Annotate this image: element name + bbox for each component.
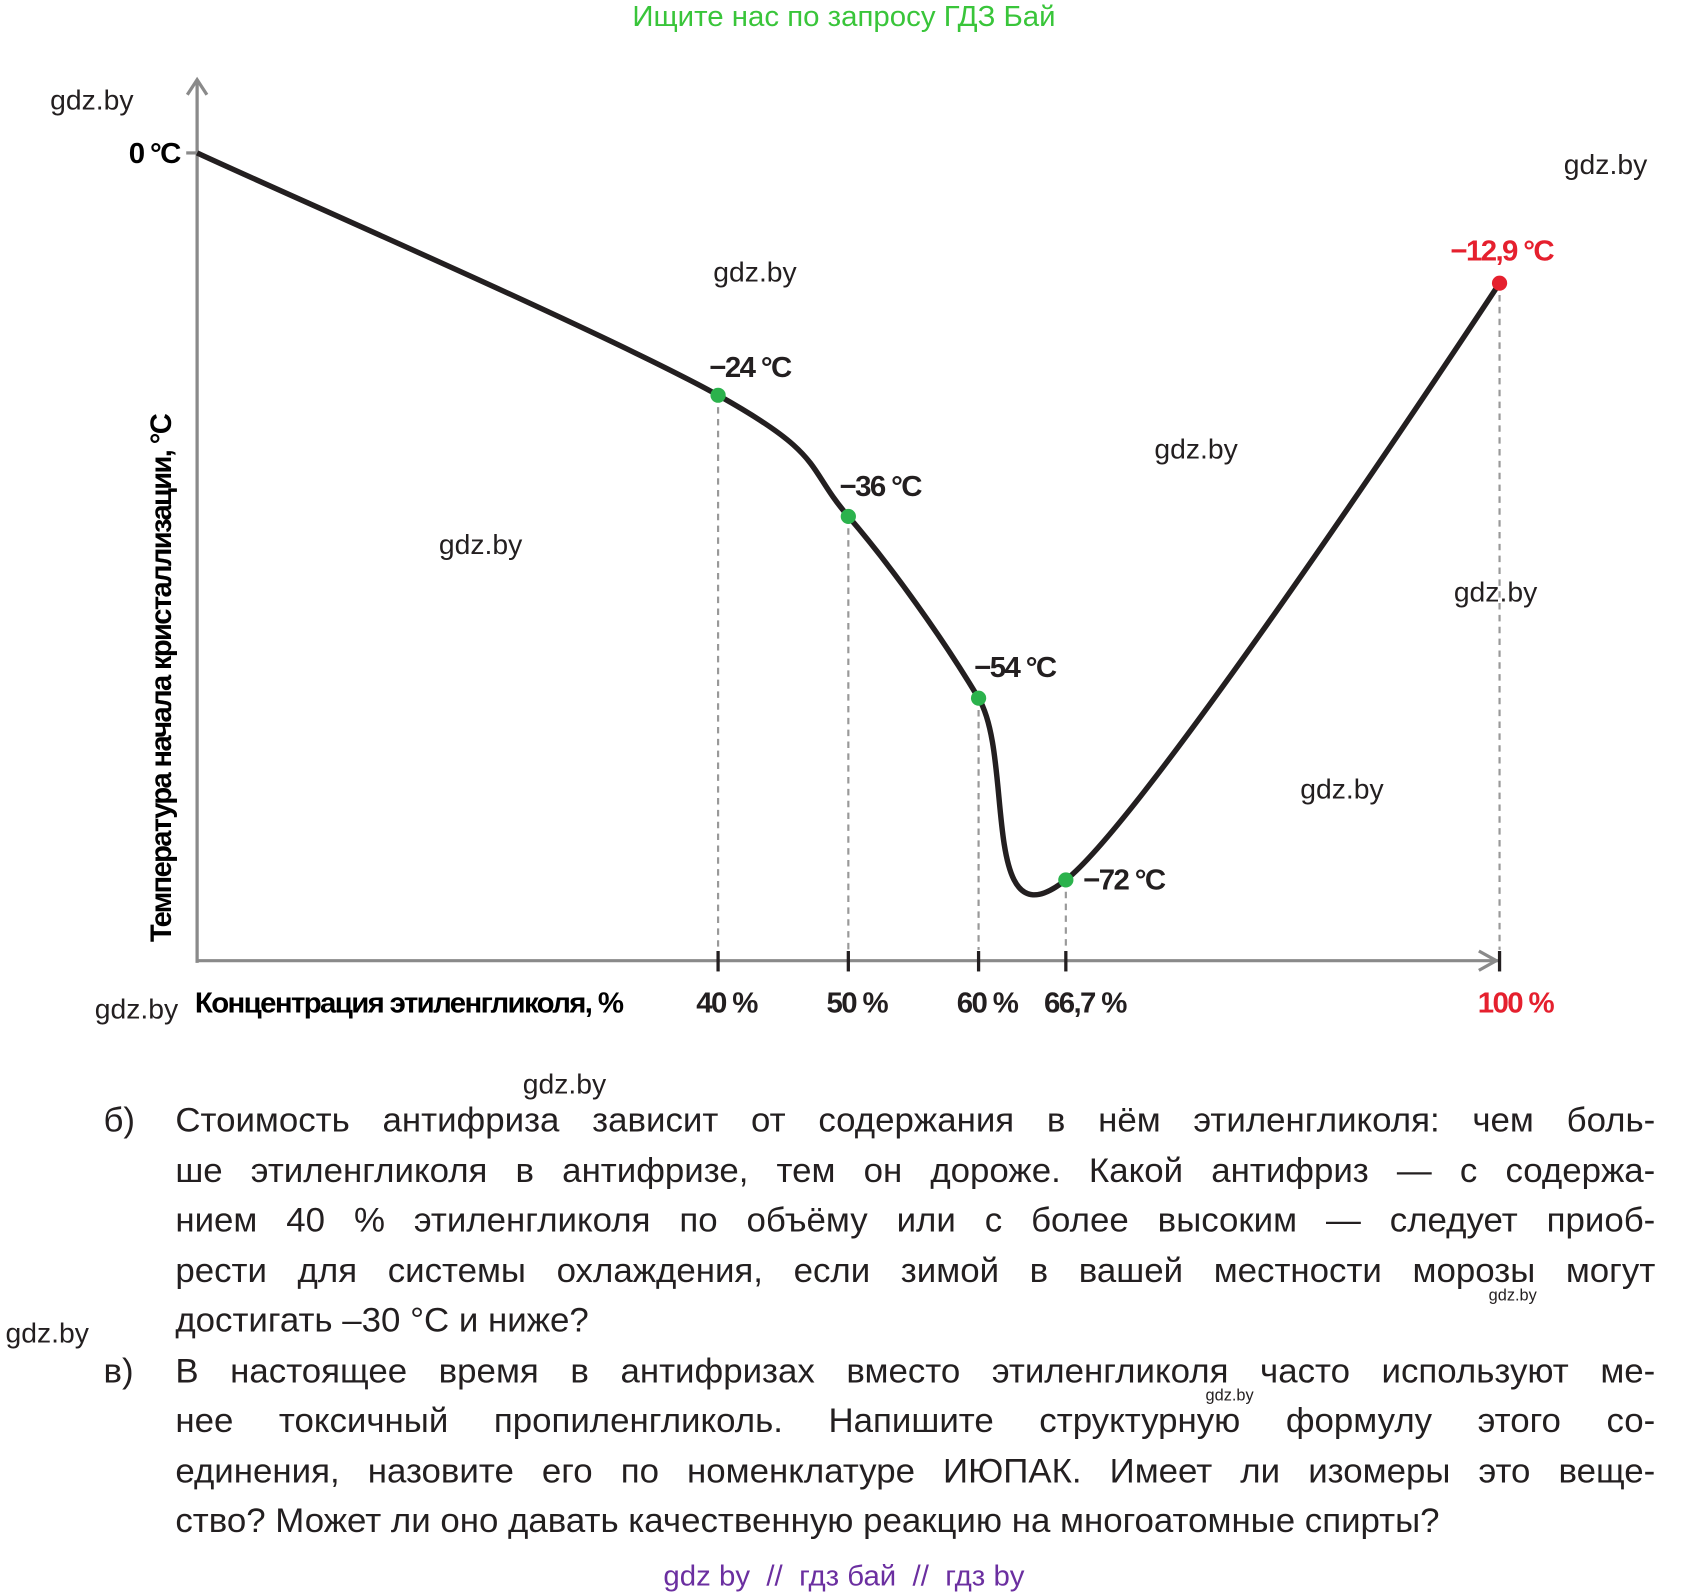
watermark: gdz.by (1453, 575, 1538, 608)
y-tick-label: 0 °C (129, 138, 181, 170)
watermark: gdz.by (438, 528, 523, 561)
question-line: нее токсичный пропиленгликоль. Напишите … (175, 1400, 1656, 1440)
y-axis-label: Температура начала кристаллизации, °С (146, 413, 178, 942)
point (1058, 872, 1074, 888)
curve (195, 150, 1502, 898)
question-line: нием 40 % этиленгликоля по объёму или с … (175, 1200, 1656, 1240)
watermark: gdz.by (522, 1067, 607, 1101)
question-label: в) (103, 1351, 134, 1390)
watermark: gdz.by (1488, 1286, 1537, 1305)
question-line: ство? Может ли оно давать качественную р… (175, 1500, 1440, 1540)
value-label: −24 °C (709, 352, 792, 384)
question-line: ше этиленгликоля в антифризе, тем он дор… (175, 1150, 1656, 1190)
question-label: б) (103, 1100, 136, 1139)
watermark: gdz.by (1154, 432, 1238, 465)
x-tick-label: 40 % (696, 988, 758, 1020)
footer: gdz by // гдз бай // гдз by (663, 1559, 1025, 1592)
value-label: −12,9 °C (1450, 236, 1554, 268)
question-line: достигать –30 °С и ниже? (175, 1300, 589, 1340)
question-line: В настоящее время в антифризах вместо эт… (175, 1351, 1656, 1390)
value-label: −36 °C (840, 471, 923, 503)
x-tick-label: 60 % (957, 988, 1019, 1020)
watermark: gdz.by (50, 83, 134, 116)
watermark: gdz.by (94, 992, 179, 1025)
point (1491, 275, 1508, 291)
point (970, 690, 987, 706)
point (840, 508, 856, 524)
x-tick-label: 50 % (827, 988, 889, 1020)
watermark: gdz.by (713, 255, 797, 289)
question-line: Стоимость антифриза зависит от содержани… (175, 1100, 1656, 1139)
y-axis-arrow (185, 76, 209, 96)
x-axis-label: Концентрация этиленгликоля, % (195, 988, 624, 1020)
x-axis-arrow (1478, 949, 1500, 972)
point (710, 387, 726, 403)
watermark: gdz.by (1300, 772, 1384, 806)
header: Ищите нас по запросу ГДЗ Бай (632, 0, 1056, 33)
question-line: единения, назовите его по номенклатуре И… (175, 1451, 1656, 1491)
watermark: gdz.by (5, 1316, 89, 1349)
watermark: gdz.by (1205, 1386, 1254, 1405)
x-tick-label: 100 % (1478, 988, 1555, 1020)
watermark: gdz.by (1563, 148, 1648, 181)
question-line: рести для системы охлаждения, если зимой… (175, 1250, 1656, 1290)
x-tick-label: 66,7 % (1044, 988, 1127, 1020)
value-label: −54 °C (974, 652, 1057, 684)
chart: Концентрация этиленгликоля, % Температур… (129, 76, 1556, 1020)
value-label: −72 °C (1083, 865, 1166, 897)
